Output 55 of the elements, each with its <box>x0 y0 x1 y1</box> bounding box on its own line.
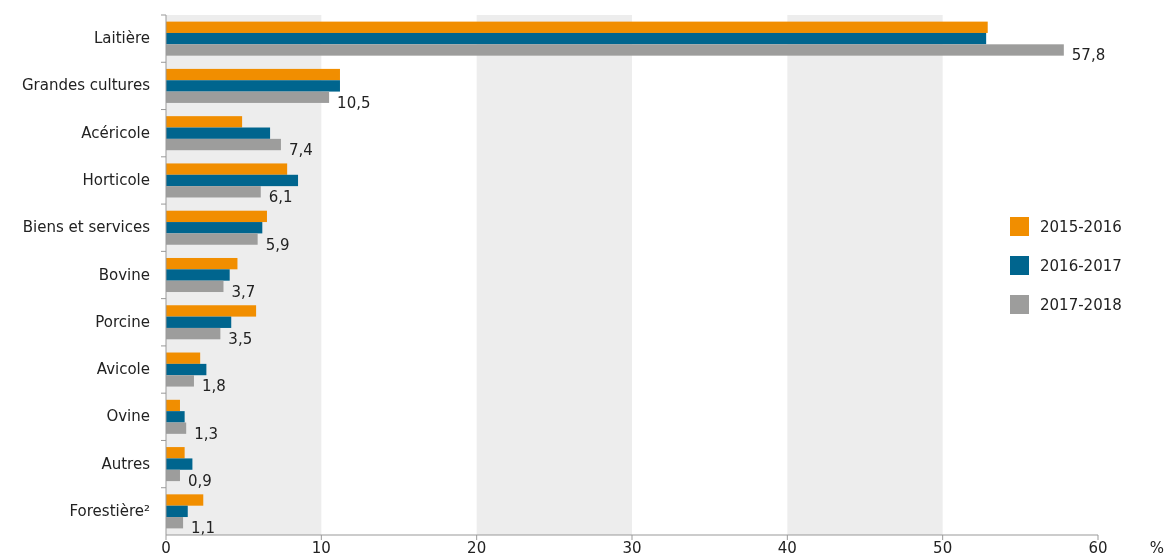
data-label: 7,4 <box>288 141 313 160</box>
x-tick-label: 30 <box>622 539 642 556</box>
x-tick-label: 20 <box>467 539 487 556</box>
legend-label: 2017-2018 <box>1040 295 1122 314</box>
bar <box>166 174 299 187</box>
bar <box>166 399 180 412</box>
data-label: 1,8 <box>201 377 226 396</box>
y-tick-label: Horticole <box>82 170 150 189</box>
bar <box>166 163 288 175</box>
data-label: 3,5 <box>228 330 253 349</box>
bar <box>166 68 340 81</box>
bar <box>166 305 257 317</box>
data-label: 5,9 <box>265 235 290 254</box>
y-tick-label: Ovine <box>106 407 150 426</box>
y-tick-label: Autres <box>101 454 151 473</box>
bar <box>166 257 238 270</box>
x-tick-label: 0 <box>161 539 171 556</box>
data-label: 1,3 <box>194 424 219 443</box>
bar <box>166 363 207 376</box>
bar <box>166 210 267 223</box>
bar <box>166 447 185 459</box>
x-tick-label: 60 <box>1088 539 1108 556</box>
data-label: 57,8 <box>1071 46 1106 65</box>
bar <box>166 269 230 281</box>
legend-label: 2015-2016 <box>1040 217 1122 236</box>
y-tick-label: Avicole <box>96 360 150 379</box>
x-tick-label: 10 <box>311 539 331 556</box>
bar <box>166 411 185 423</box>
bar <box>166 316 232 328</box>
bar <box>166 458 193 470</box>
data-label: 0,9 <box>187 471 212 490</box>
y-tick-label: Forestière² <box>69 501 150 520</box>
x-tick-label: 50 <box>933 539 953 556</box>
bar <box>166 494 204 506</box>
y-tick-label: Acéricole <box>81 123 150 142</box>
bar <box>166 32 987 45</box>
bar <box>166 21 988 33</box>
y-tick-label: Biens et services <box>22 218 151 237</box>
data-label: 6,1 <box>268 188 293 207</box>
data-label: 10,5 <box>337 93 371 112</box>
x-axis-title: % <box>1149 539 1165 556</box>
bar <box>166 116 243 128</box>
bar <box>166 222 263 234</box>
bar <box>166 127 271 139</box>
bar <box>166 80 340 92</box>
y-tick-label: Grandes cultures <box>21 76 151 95</box>
x-tick-label: 40 <box>777 539 797 556</box>
legend-label: 2016-2017 <box>1040 256 1122 275</box>
y-tick-label: Laitière <box>93 29 150 48</box>
data-label: 1,1 <box>191 519 215 538</box>
bar <box>166 505 188 518</box>
y-tick-label: Porcine <box>95 312 150 331</box>
y-tick-label: Bovine <box>98 265 150 284</box>
bar <box>166 352 201 364</box>
data-label: 3,7 <box>231 282 256 301</box>
